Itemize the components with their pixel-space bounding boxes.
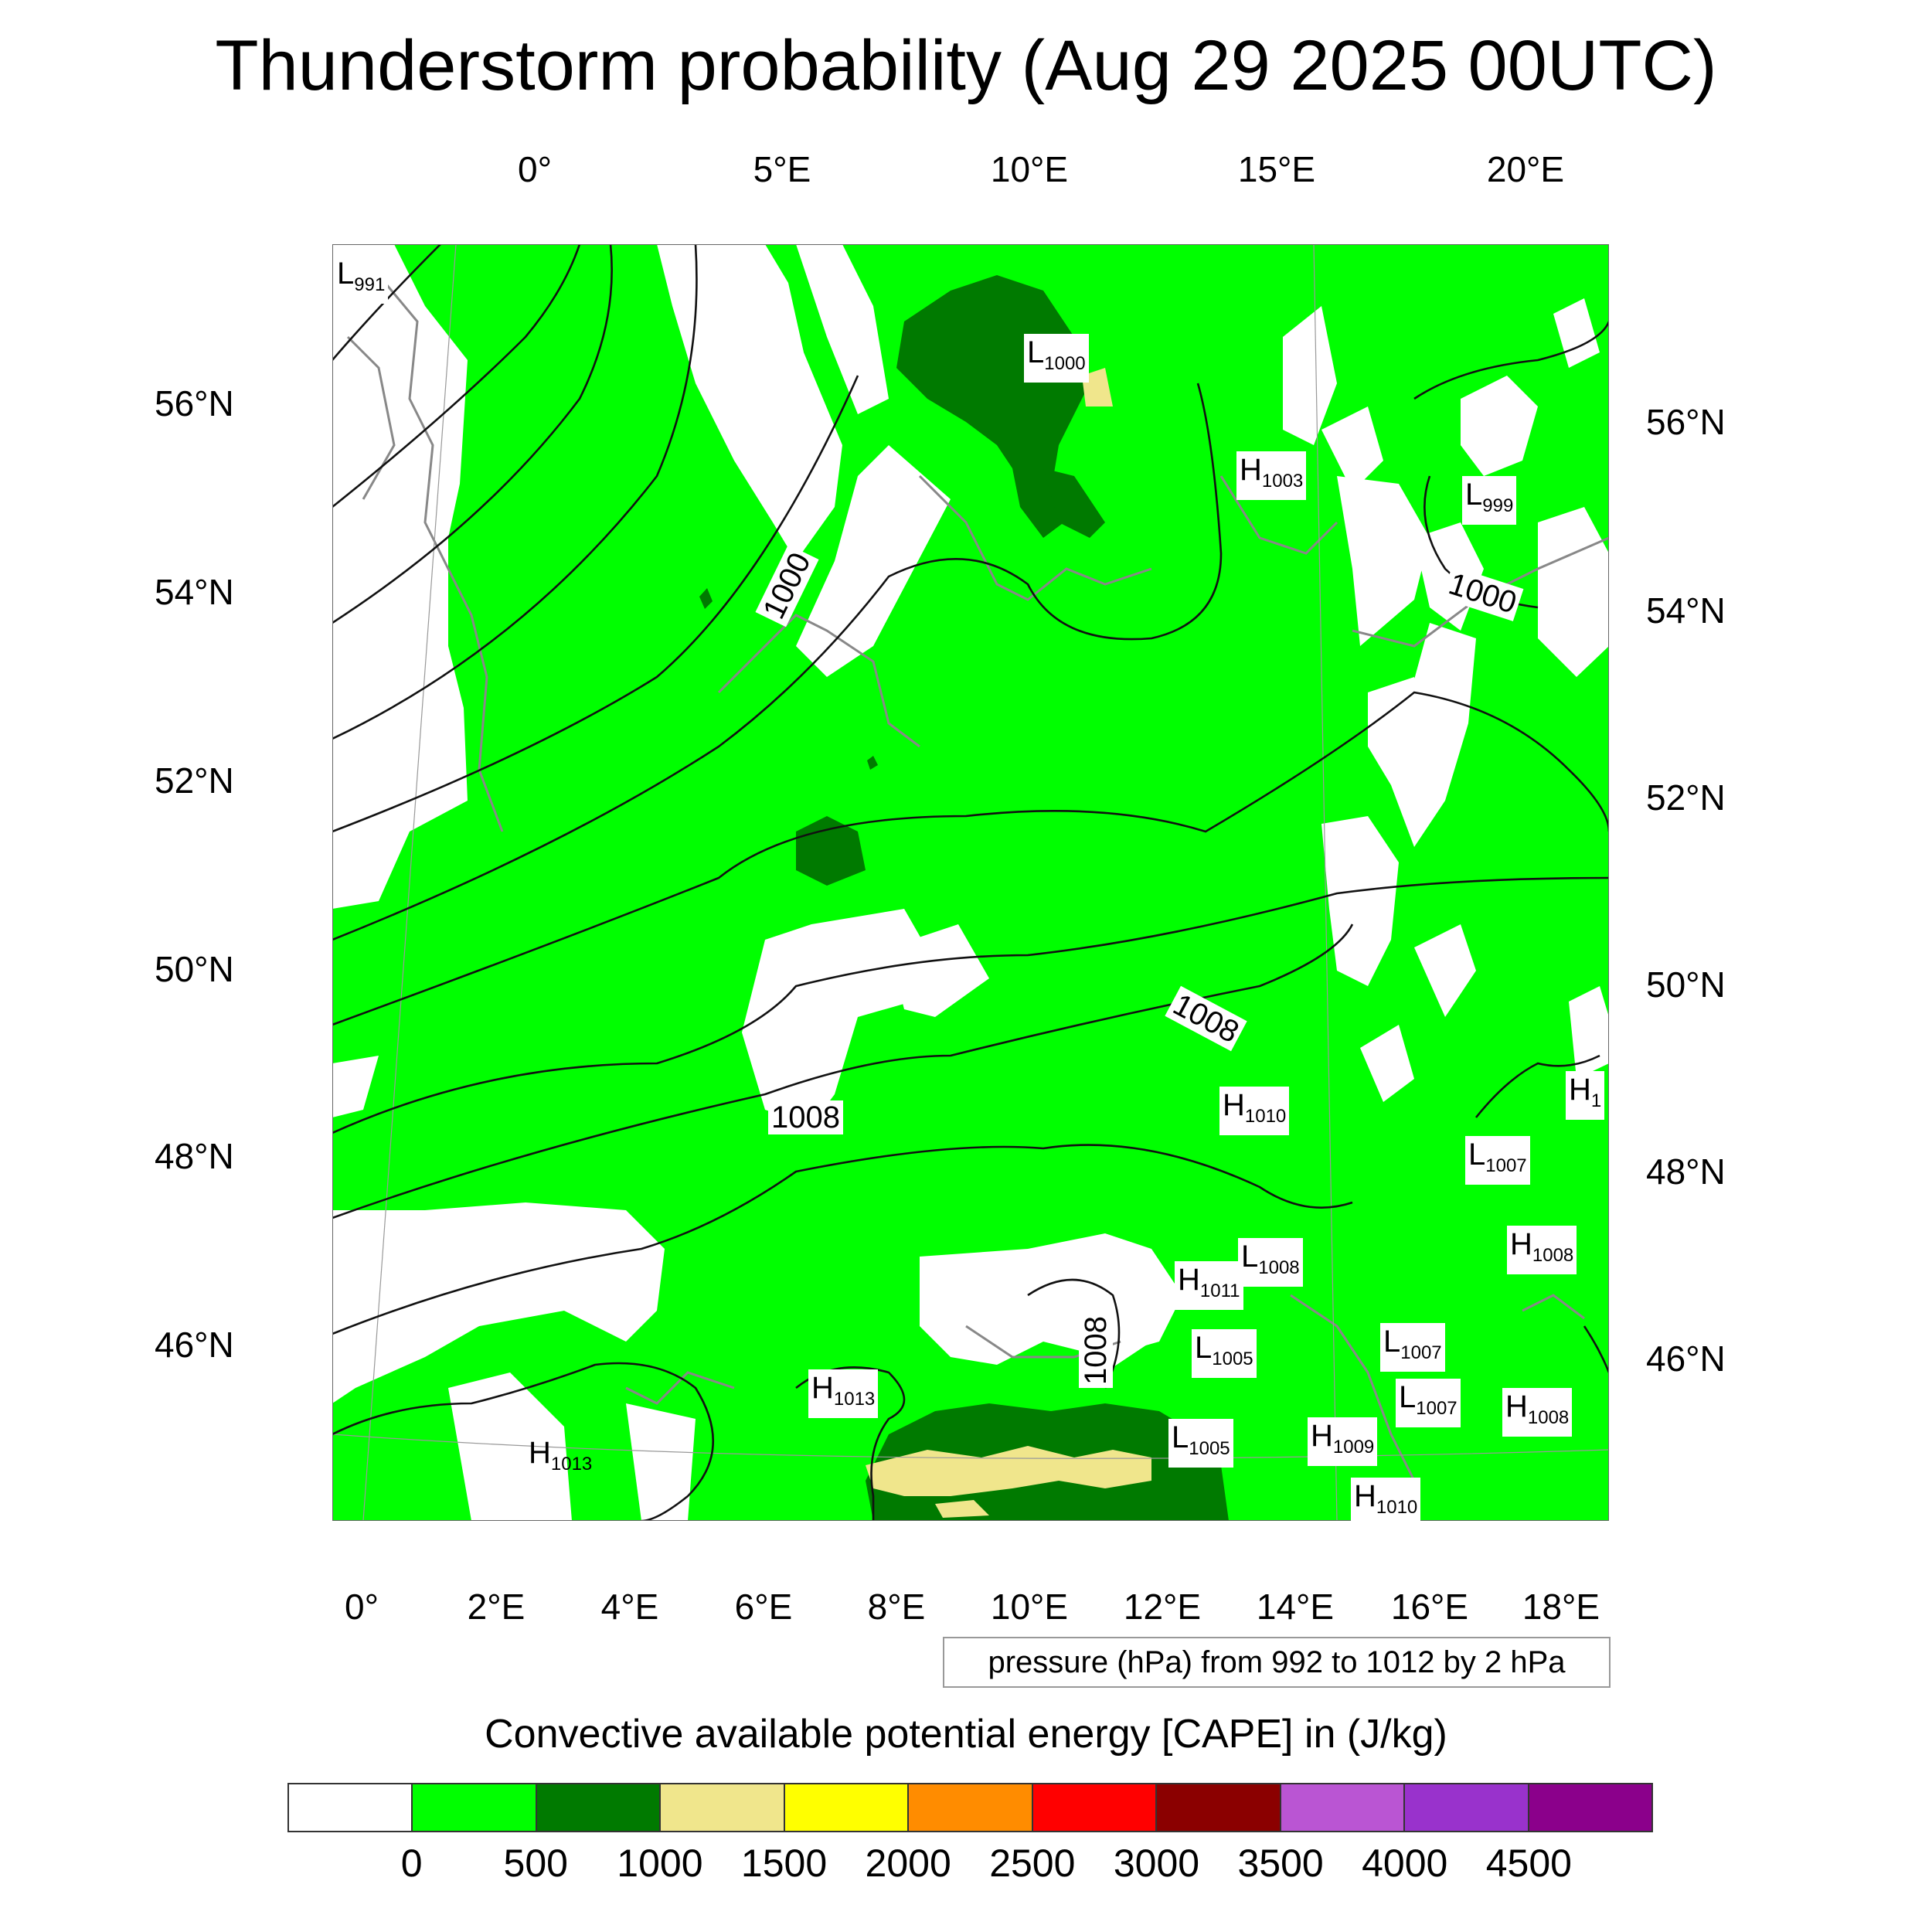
isobar-label: 1008 bbox=[1165, 985, 1247, 1052]
contour-info-label: pressure (hPa) from 992 to 1012 by 2 hPa bbox=[943, 1637, 1611, 1688]
left-lat-label: 54°N bbox=[155, 572, 234, 612]
right-lat-label: 48°N bbox=[1646, 1151, 1726, 1192]
colorbar-swatch bbox=[909, 1784, 1033, 1831]
pressure-center-low: L1008 bbox=[1238, 1238, 1303, 1287]
cape-none-regions bbox=[332, 244, 1609, 1521]
cape-map bbox=[332, 244, 1609, 1521]
left-lat-label: 52°N bbox=[155, 760, 234, 801]
pressure-center-high: H1010 bbox=[1351, 1478, 1421, 1526]
pressure-center-high: H1008 bbox=[1507, 1226, 1577, 1274]
pressure-label-layer: .pc { position:absolute; background:#fff… bbox=[332, 244, 1609, 1526]
pressure-center-high: H1003 bbox=[1236, 451, 1307, 500]
top-lon-label: 15°E bbox=[1237, 149, 1316, 189]
isobar-label: 1008 bbox=[768, 1100, 843, 1134]
colorbar-title: Convective available potential energy [C… bbox=[485, 1712, 1447, 1757]
top-lon-label: 5°E bbox=[753, 149, 811, 189]
colorbar-swatch bbox=[1529, 1784, 1651, 1831]
colorbar-swatch bbox=[1032, 1784, 1158, 1831]
bottom-lon-label: 8°E bbox=[867, 1587, 926, 1627]
colorbar-tick-label: 3000 bbox=[1113, 1842, 1200, 1885]
colorbar-tick-label: 500 bbox=[503, 1842, 568, 1885]
colorbar-tick-label: 4500 bbox=[1485, 1842, 1572, 1885]
colorbar-swatch bbox=[289, 1784, 413, 1831]
top-lon-label: 0° bbox=[518, 149, 552, 189]
left-lat-label: 46°N bbox=[155, 1325, 234, 1365]
isobar-label: 1008 bbox=[1079, 1313, 1113, 1388]
bottom-lon-label: 10°E bbox=[990, 1587, 1069, 1627]
graticule bbox=[332, 244, 1609, 1521]
right-lat-label: 46°N bbox=[1646, 1338, 1726, 1379]
left-lat-label: 48°N bbox=[155, 1136, 234, 1176]
pressure-center-high: H1011 bbox=[1175, 1261, 1243, 1310]
pressure-center-low: L1007 bbox=[1396, 1379, 1461, 1427]
colorbar-tick-label: 1500 bbox=[740, 1842, 828, 1885]
map-title: Thunderstorm probability (Aug 29 2025 00… bbox=[215, 26, 1717, 105]
pressure-center-low: L1007 bbox=[1380, 1323, 1445, 1372]
colorbar-tick-label: 2500 bbox=[989, 1842, 1076, 1885]
right-lat-label: 56°N bbox=[1646, 402, 1726, 442]
pressure-center-high: H1013 bbox=[808, 1369, 879, 1418]
colorbar-tick-label: 3500 bbox=[1237, 1842, 1324, 1885]
colorbar-swatch bbox=[661, 1784, 785, 1831]
bottom-lon-label: 14°E bbox=[1256, 1587, 1335, 1627]
bottom-lon-label: 6°E bbox=[734, 1587, 793, 1627]
colorbar-tick-label: 4000 bbox=[1362, 1842, 1448, 1885]
isobar-label: 1000 bbox=[755, 544, 819, 628]
bottom-lon-label: 16°E bbox=[1390, 1587, 1469, 1627]
colorbar-swatch bbox=[1405, 1784, 1529, 1831]
pressure-center-low: L999 bbox=[1462, 476, 1517, 525]
right-lat-label: 52°N bbox=[1646, 777, 1726, 818]
pressure-center-low: L1000 bbox=[1024, 334, 1089, 383]
colorbar-tick-label: 2000 bbox=[865, 1842, 951, 1885]
pressure-center-low: L991 bbox=[334, 255, 389, 304]
colorbar-tick-label: 0 bbox=[400, 1842, 423, 1885]
left-lat-label: 56°N bbox=[155, 383, 234, 423]
colorbar bbox=[287, 1783, 1653, 1832]
colorbar-swatch bbox=[1281, 1784, 1406, 1831]
pressure-center-high: H1013 bbox=[529, 1436, 593, 1475]
bottom-lon-label: 4°E bbox=[600, 1587, 659, 1627]
colorbar-swatch bbox=[536, 1784, 662, 1831]
pressure-center-low: L1005 bbox=[1168, 1419, 1233, 1468]
colorbar-swatch bbox=[413, 1784, 537, 1831]
pressure-center-high: H1010 bbox=[1219, 1087, 1290, 1135]
colorbar-swatch bbox=[1157, 1784, 1281, 1831]
top-lon-label: 10°E bbox=[990, 149, 1069, 189]
pressure-center-high: H1 bbox=[1566, 1071, 1605, 1120]
bottom-lon-label: 12°E bbox=[1123, 1587, 1202, 1627]
isobar-label: 1000 bbox=[1441, 566, 1524, 621]
right-lat-label: 54°N bbox=[1646, 590, 1726, 631]
right-lat-label: 50°N bbox=[1646, 964, 1726, 1005]
top-lon-label: 20°E bbox=[1486, 149, 1565, 189]
left-lat-label: 50°N bbox=[155, 949, 234, 989]
colorbar-swatch bbox=[784, 1784, 910, 1831]
bottom-lon-label: 18°E bbox=[1522, 1587, 1600, 1627]
colorbar-tick-label: 1000 bbox=[617, 1842, 703, 1885]
bottom-lon-label: 0° bbox=[345, 1587, 379, 1627]
pressure-center-low: L1007 bbox=[1465, 1136, 1530, 1185]
pressure-center-low: L1005 bbox=[1192, 1329, 1257, 1378]
pressure-center-high: H1009 bbox=[1308, 1417, 1378, 1466]
pressure-center-high: H1008 bbox=[1502, 1388, 1573, 1437]
bottom-lon-label: 2°E bbox=[467, 1587, 526, 1627]
